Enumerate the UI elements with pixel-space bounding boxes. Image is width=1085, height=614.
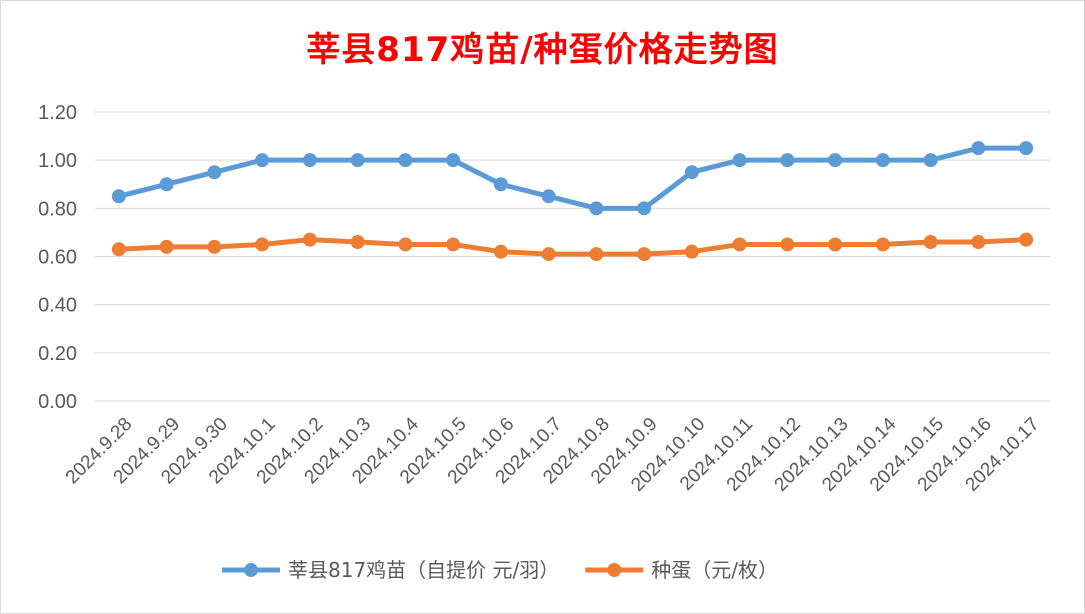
data-point bbox=[780, 237, 795, 252]
y-tick-label: 1.00 bbox=[38, 150, 77, 172]
y-tick-label: 1.20 bbox=[38, 102, 77, 124]
x-axis-ticks: 2024.9.282024.9.292024.9.302024.10.12024… bbox=[62, 413, 1044, 495]
data-point bbox=[398, 237, 413, 252]
legend-label-2: 种蛋（元/枚） bbox=[651, 558, 778, 582]
data-point bbox=[541, 189, 556, 204]
data-point bbox=[589, 201, 604, 216]
data-point bbox=[446, 237, 461, 252]
data-point bbox=[255, 237, 270, 252]
data-point bbox=[875, 237, 890, 252]
legend-marker-1 bbox=[244, 563, 258, 577]
data-point bbox=[541, 247, 556, 262]
data-point bbox=[828, 237, 843, 252]
y-tick-label: 0.60 bbox=[38, 247, 77, 269]
data-point bbox=[446, 153, 461, 168]
data-point bbox=[350, 153, 365, 168]
y-tick-label: 0.00 bbox=[38, 391, 77, 413]
data-point bbox=[111, 242, 126, 257]
data-point bbox=[875, 153, 890, 168]
data-point bbox=[207, 239, 222, 254]
data-point bbox=[637, 201, 652, 216]
data-point bbox=[207, 165, 222, 180]
data-point bbox=[302, 153, 317, 168]
y-tick-label: 0.80 bbox=[38, 198, 77, 220]
chart-title: 莘县817鸡苗/种蛋价格走势图 bbox=[306, 30, 779, 70]
data-point bbox=[493, 244, 508, 259]
data-point bbox=[589, 247, 604, 262]
legend: 莘县817鸡苗（自提价 元/羽） 种蛋（元/枚） bbox=[222, 558, 778, 582]
data-point bbox=[493, 177, 508, 192]
data-point bbox=[971, 235, 986, 250]
data-point bbox=[111, 189, 126, 204]
data-point bbox=[350, 235, 365, 250]
y-axis-ticks: 0.00 0.20 0.40 0.60 0.80 1.00 1.20 bbox=[38, 102, 77, 413]
data-point bbox=[255, 153, 270, 168]
data-point bbox=[302, 232, 317, 247]
data-point bbox=[684, 165, 699, 180]
data-point bbox=[1019, 141, 1034, 156]
data-point bbox=[923, 235, 938, 250]
data-point bbox=[637, 247, 652, 262]
series-line-2 bbox=[116, 237, 1029, 257]
data-point bbox=[971, 141, 986, 156]
y-tick-label: 0.20 bbox=[38, 343, 77, 365]
data-point bbox=[398, 153, 413, 168]
series-line-1 bbox=[116, 145, 1029, 211]
y-tick-label: 0.40 bbox=[38, 295, 77, 317]
data-point bbox=[780, 153, 795, 168]
data-point bbox=[828, 153, 843, 168]
data-point bbox=[159, 177, 174, 192]
legend-marker-2 bbox=[607, 563, 622, 577]
data-point bbox=[1019, 232, 1034, 247]
data-point bbox=[684, 244, 699, 259]
data-point bbox=[923, 153, 938, 168]
series-lines bbox=[111, 141, 1034, 262]
legend-label-1: 莘县817鸡苗（自提价 元/羽） bbox=[288, 558, 559, 582]
data-point bbox=[732, 153, 747, 168]
data-point bbox=[732, 237, 747, 252]
data-point bbox=[159, 239, 174, 254]
